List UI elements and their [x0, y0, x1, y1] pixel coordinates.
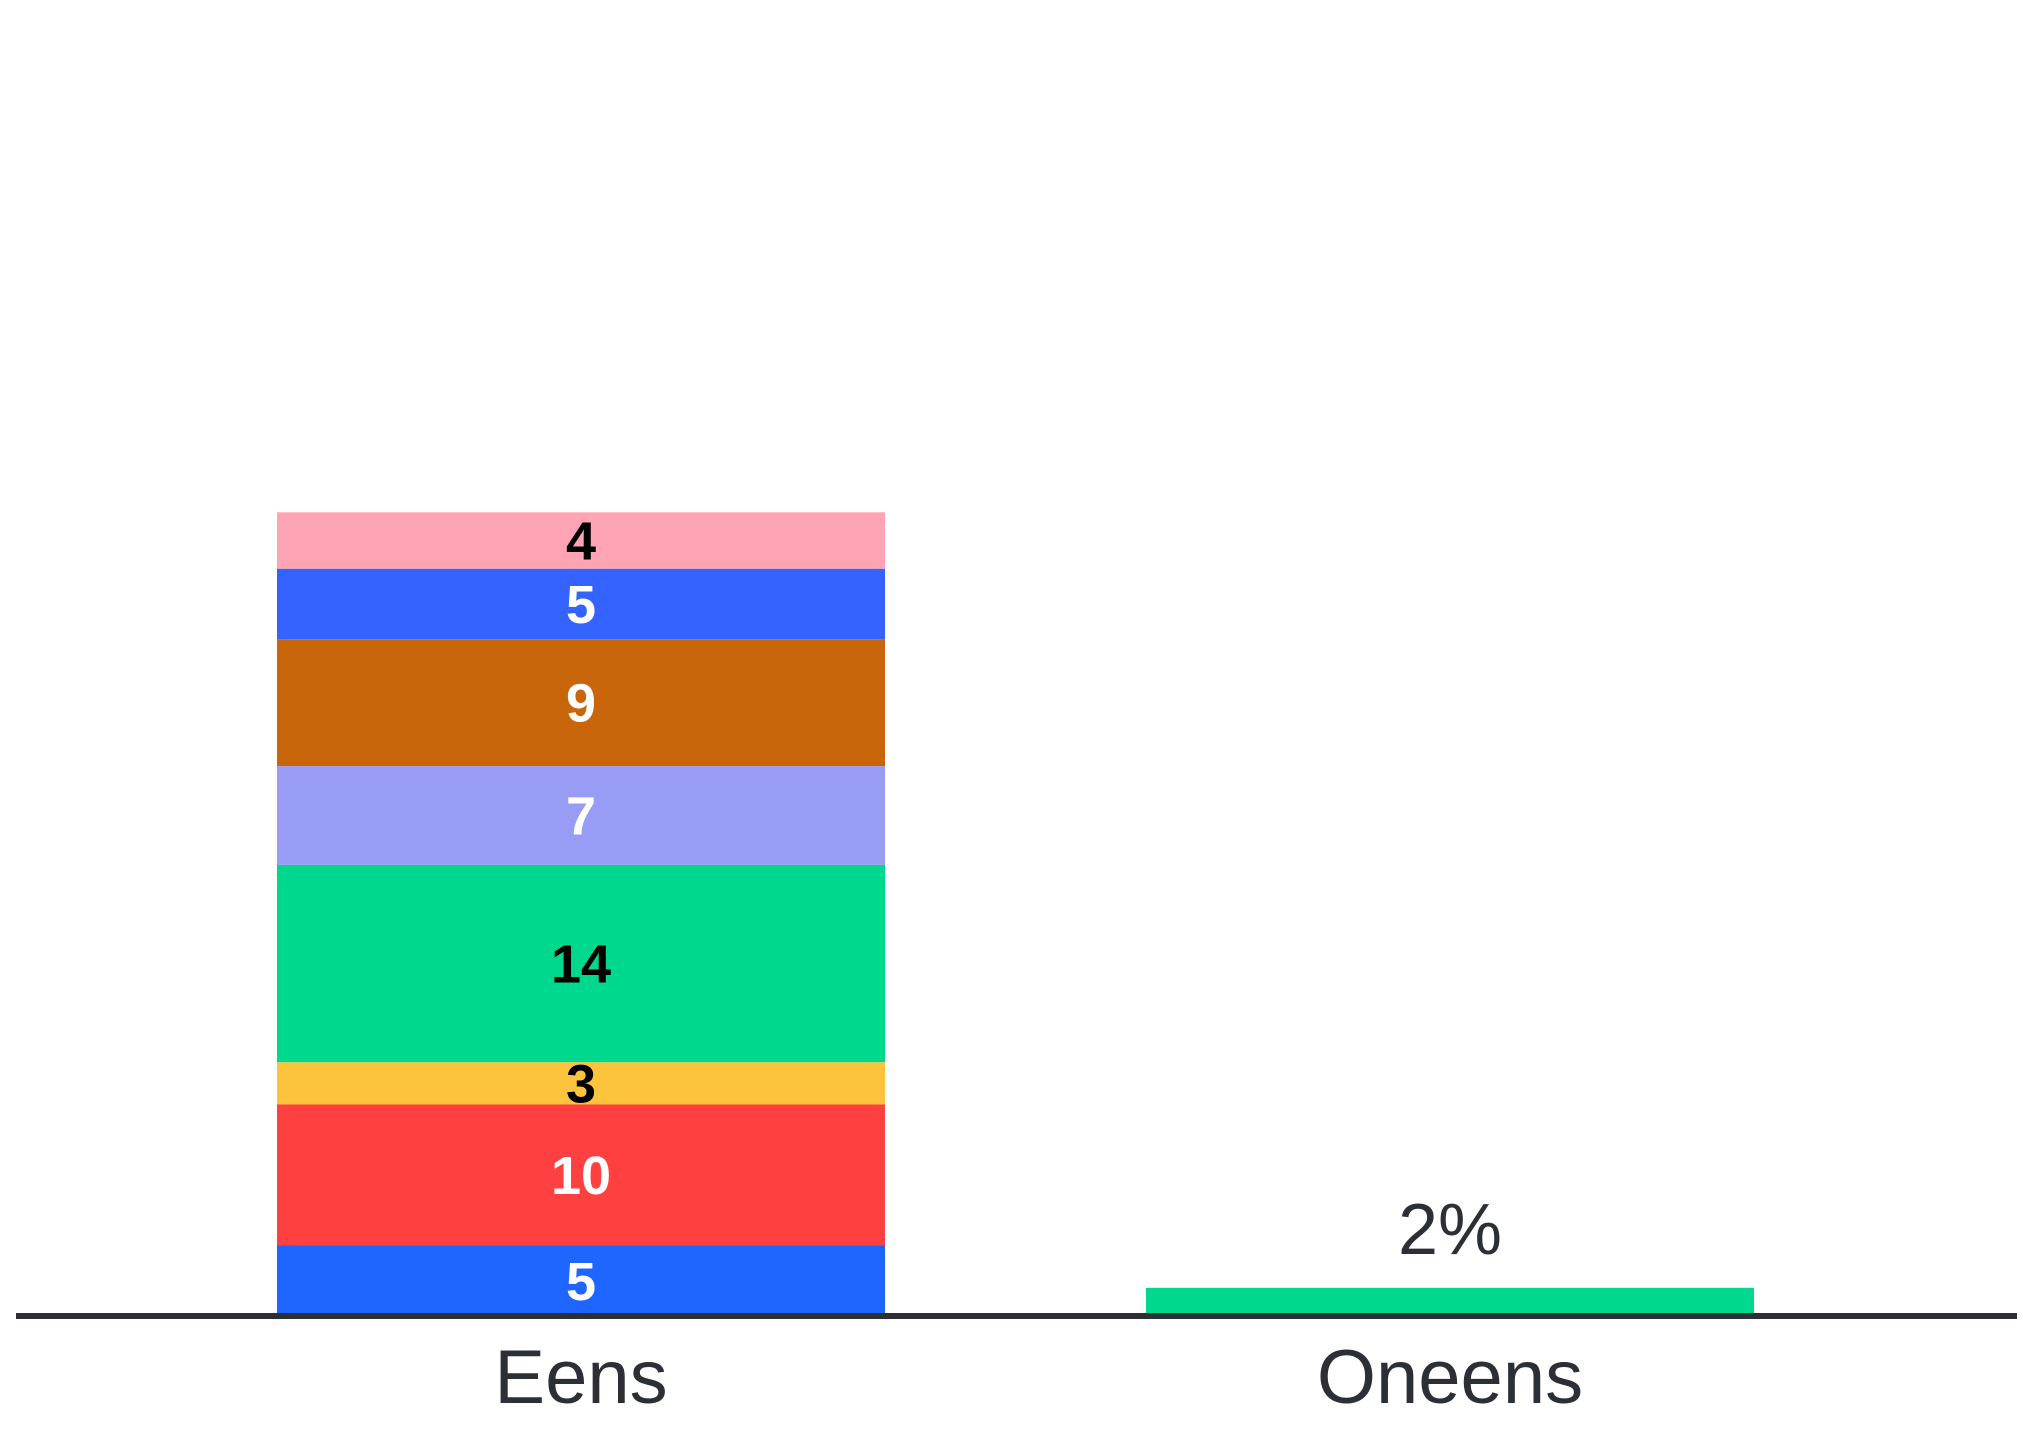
bar-segment-eens-7: [277, 568, 885, 640]
bar-segment-eens-8: [277, 512, 885, 569]
bar-segment-eens-4: [277, 864, 885, 1063]
segment-label-eens-2: 10: [551, 1146, 611, 1206]
segment-label-eens-1: 5: [566, 1252, 596, 1312]
bar-segment-eens-2: [277, 1104, 885, 1246]
segment-label-eens-8: 4: [566, 512, 596, 572]
bar-segment-eens-6: [277, 639, 885, 767]
bar-segment-eens-1: [277, 1245, 885, 1316]
segment-label-eens-6: 9: [566, 674, 596, 734]
bar-segment-eens-3: [277, 1062, 885, 1105]
segment-label-eens-3: 3: [566, 1054, 596, 1114]
total-label-oneens: 2%: [1398, 1190, 1502, 1270]
segment-label-eens-7: 5: [566, 575, 596, 635]
category-label-oneens: Oneens: [1317, 1335, 1583, 1420]
category-label-eens: Eens: [494, 1335, 667, 1420]
segment-label-eens-5: 7: [566, 786, 596, 846]
bar-segment-eens-5: [277, 766, 885, 865]
segment-label-eens-4: 14: [551, 935, 611, 995]
bar-segment-oneens-4: [1146, 1287, 1754, 1316]
